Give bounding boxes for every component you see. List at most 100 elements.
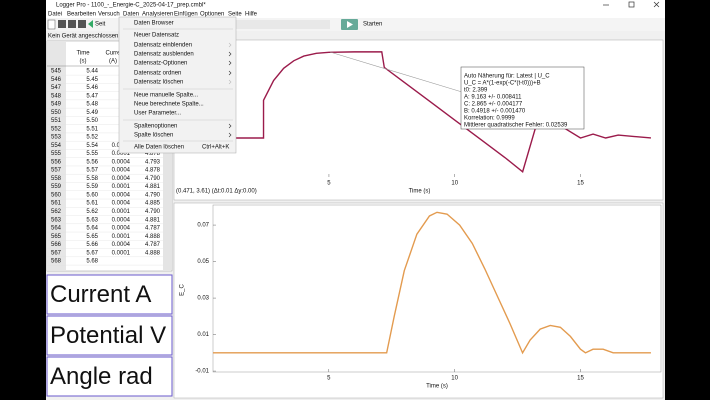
table-cell: 545	[51, 69, 62, 75]
table-cell: 548	[51, 93, 62, 99]
table-cell: 555	[51, 151, 62, 157]
meter	[46, 274, 173, 315]
menu-item[interactable]: Daten	[123, 12, 139, 18]
column-header: Curre	[105, 51, 121, 57]
meter-name: Current	[50, 281, 130, 308]
table-cell: 556	[51, 159, 62, 165]
meter-label: Current A	[50, 281, 151, 308]
x-tick-label: 15	[577, 376, 584, 382]
menu-option[interactable]: Neuer Datensatz	[134, 33, 179, 39]
table-cell: 5.52	[86, 135, 98, 141]
x-tick-label: 10	[451, 181, 458, 187]
menu-item[interactable]: Analysieren	[142, 12, 173, 18]
column-header: (s)	[80, 59, 87, 65]
x-axis-label: Time (s)	[426, 384, 448, 390]
curve-fit-line: Mittlerer quadratischer Fehler: 0.02539	[464, 123, 568, 129]
title-bar	[46, 0, 665, 10]
menu-option[interactable]: Alle Daten löschen	[134, 145, 184, 151]
table-cell: 5.57	[86, 168, 98, 174]
table-cell: 554	[51, 143, 62, 149]
menu-option[interactable]: Spaltenoptionen	[134, 124, 177, 130]
table-cell: 0.0001	[112, 250, 131, 256]
table-cell: 5.44	[86, 69, 98, 75]
meter-label: Angle rad	[50, 363, 153, 390]
table-cell: 5.49	[86, 110, 98, 116]
table-cell: 0.0004	[112, 201, 131, 207]
menu-option[interactable]: Daten Browser	[134, 21, 174, 27]
menu-shortcut: Ctrl+Alt+K	[202, 145, 229, 151]
data-line	[178, 51, 652, 173]
menu-option[interactable]: Neue berechnete Spalte...	[134, 102, 204, 108]
table-cell: 547	[51, 85, 62, 91]
menu-items: Datei Bearbeiten Versuch Daten Analysieren Ei…	[48, 12, 258, 18]
table-cell: 5.46	[86, 85, 98, 91]
graph-1: 5 10 15 Time (s) (0.471, 3.61) (Δt:0.01 Δy:0…	[176, 51, 652, 195]
window-title: Logger Pro - 1100_-_Energie-C_2025-04-17…	[56, 3, 206, 9]
submenu-arrow	[228, 70, 232, 76]
meter-unit: rad	[118, 363, 153, 390]
menu-item[interactable]: Hilfe	[245, 12, 258, 18]
meter-label: Potential V	[50, 322, 166, 349]
status-text: Kein Gerät angeschlossen.	[48, 34, 120, 40]
table-cell: 5.55	[86, 151, 98, 157]
menu-item[interactable]: Bearbeiten	[67, 12, 96, 18]
menu-panel	[118, 16, 237, 154]
table-cell: 551	[51, 118, 62, 124]
table-cell: 550	[51, 110, 62, 116]
curve-fit-line: A: 9.163 +/- 0.008411	[464, 95, 522, 101]
curve-fit-line: C: 2.865 +/- 0.004177	[464, 102, 523, 108]
y-tick-label: 0.01	[197, 332, 209, 338]
table-cell: 558	[51, 176, 62, 182]
meter-unit: A	[135, 281, 151, 308]
table-cell: 564	[51, 226, 62, 232]
x-tick-label: 10	[451, 376, 458, 382]
table-cell: 4.793	[145, 159, 161, 165]
table-cell: 4.790	[145, 176, 161, 182]
menu-option: Datensatz einblenden	[134, 43, 192, 49]
plot-frame	[212, 204, 662, 373]
table-cell: 0.0004	[112, 217, 131, 223]
table-cell: 4.790	[145, 192, 161, 198]
curve-fit-line: Korrelation: 0.9999	[464, 116, 515, 122]
start-button[interactable]: Starten	[363, 22, 382, 28]
window-controls[interactable]	[603, 1, 660, 8]
table-cell: 5.48	[86, 102, 98, 108]
scrollbar[interactable]	[163, 62, 172, 270]
table-cell: 5.62	[86, 209, 98, 215]
table-cell: 568	[51, 259, 62, 265]
dropdown-menu: Daten Browser Neuer Datensatz Datensatz ei…	[118, 16, 237, 154]
table-cell: 4.787	[145, 242, 161, 248]
menu-option[interactable]: User Parameter...	[134, 111, 181, 117]
curve-fit-line: B: 0.4918 +/- 0.001470	[464, 109, 526, 115]
menu-option[interactable]: Datensatz-Optionen	[134, 61, 187, 67]
meters: Current A Potential V Angle rad	[46, 274, 173, 397]
menu-item[interactable]: Optionen	[200, 12, 224, 18]
menu-option[interactable]: Spalte löschen	[134, 133, 173, 139]
table-cell: 546	[51, 77, 62, 83]
data-line	[213, 211, 651, 355]
table-cell: 5.58	[86, 176, 98, 182]
menu-option[interactable]: Datensatz ausblenden	[134, 52, 194, 58]
table-cell: 5.67	[86, 250, 98, 256]
toolbar-icons[interactable]	[47, 19, 358, 30]
submenu-arrow	[228, 132, 232, 138]
menu-item[interactable]: Versuch	[98, 12, 120, 18]
menu-bar	[46, 10, 665, 18]
page-button[interactable]: Seit	[95, 22, 106, 28]
menu-item[interactable]: Einfügen	[174, 12, 198, 18]
table-cell: 5.60	[86, 192, 98, 198]
table-cell: 5.63	[86, 217, 98, 223]
menu-option[interactable]: Neue manuelle Spalte...	[134, 93, 198, 99]
menu-item[interactable]: Datei	[48, 12, 62, 18]
submenu-arrow	[228, 123, 232, 129]
curve-fit-line: U_C = A*(1-exp(-C*(t-t0)))+B	[464, 81, 541, 87]
menu-option[interactable]: Datensatz ordnen	[134, 71, 181, 77]
table-cell: 5.56	[86, 159, 98, 165]
graph-2: 5 10 15 -0.01 0.01 0.03 0.05 0.07 Time (s) E_C	[180, 204, 662, 390]
curve-fit-box	[460, 66, 585, 130]
menu-item[interactable]: Seite	[228, 12, 242, 18]
y-tick-label: 0.07	[197, 223, 209, 229]
table-cell: 565	[51, 234, 62, 240]
table-cell: 549	[51, 102, 62, 108]
